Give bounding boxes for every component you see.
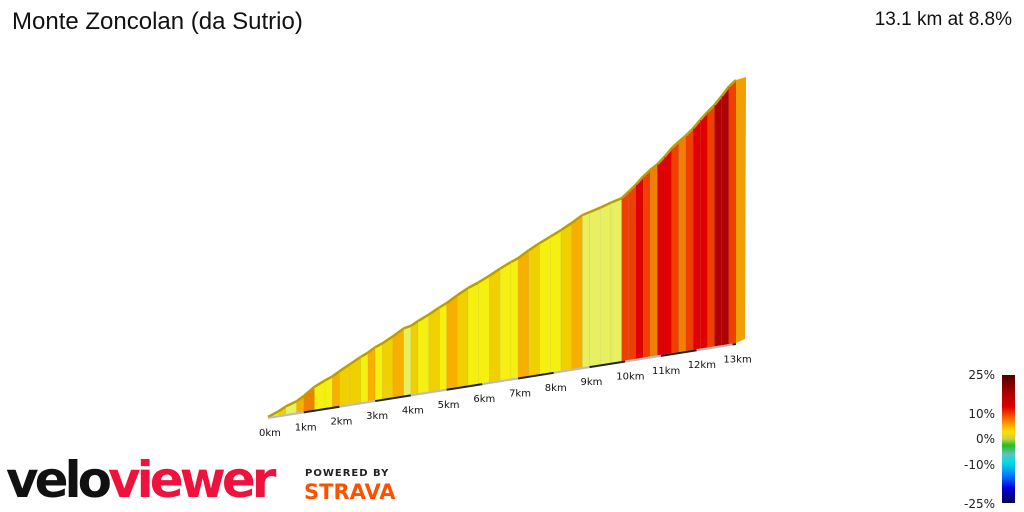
gradient-segment [657, 156, 665, 356]
tick-label: 4km [402, 405, 424, 416]
gradient-segment [382, 335, 394, 400]
gradient-segment [621, 190, 630, 362]
gradient-segment [582, 211, 590, 368]
gradient-segment [599, 202, 612, 365]
gradient-segment [721, 85, 730, 346]
tick-label: 9km [581, 377, 603, 388]
gradient-segment [685, 127, 694, 352]
gradient-segment [714, 95, 722, 347]
gradient-segment [467, 281, 480, 386]
tick-label: 3km [366, 411, 388, 422]
gradient-segment [528, 242, 540, 377]
powered-by-label: POWERED BY [305, 468, 390, 479]
gradient-segment [678, 134, 687, 353]
gradient-segment [367, 346, 376, 402]
legend-label-10: 10% [968, 407, 995, 421]
gradient-segment [428, 306, 440, 392]
tick-label: 10km [616, 372, 644, 383]
gradient-stripes [267, 77, 746, 419]
gradient-segment [410, 320, 419, 395]
tick-label: 1km [295, 422, 317, 433]
tick-label: 13km [723, 355, 751, 366]
gradient-segment [628, 183, 637, 361]
gradient-segment [549, 229, 562, 373]
climb-summary: 13.1 km at 8.8% [874, 9, 1012, 30]
tick-label: 5km [438, 400, 460, 411]
gradient-segment [392, 327, 405, 398]
gradient-segment [417, 314, 430, 394]
gradient-segment [560, 222, 572, 371]
gradient-segment [489, 268, 501, 383]
gradient-segment [671, 141, 680, 354]
gradient-segment [642, 169, 651, 358]
gradient-segment [539, 236, 551, 375]
tick-label: 2km [330, 417, 352, 428]
gradient-segment [374, 342, 383, 401]
gradient-segment [324, 376, 333, 409]
gradient-segment [403, 325, 412, 396]
gradient-segment [664, 147, 672, 355]
tick-label: 11km [652, 366, 680, 377]
page-title: Monte Zoncolan (da Sutrio) [12, 8, 303, 35]
legend-label-max: 25% [968, 368, 995, 382]
gradient-segment [478, 275, 490, 384]
logo-velo: velo [6, 451, 112, 509]
tick-label: 6km [473, 394, 495, 405]
gradient-segment [439, 302, 447, 391]
tick-label: 7km [509, 388, 531, 399]
gradient-segment [610, 197, 622, 364]
gradient-segment [457, 287, 469, 388]
legend-label-0: 0% [975, 432, 995, 446]
gradient-segment [589, 207, 601, 367]
gradient-segment [446, 294, 458, 390]
gradient-segment [700, 111, 708, 349]
gradient-segment [692, 119, 701, 351]
gradient-segment [650, 163, 658, 357]
gradient-segment [635, 175, 644, 360]
gradient-segment [728, 79, 737, 345]
gradient-segment [360, 352, 369, 403]
distance-tick-labels: 0km 1km 2km 3km 4km 5km 6km 7km 8km 9km 10km 11km 12… [259, 355, 752, 439]
tick-label: 8km [545, 383, 567, 394]
distance-axis [267, 343, 737, 419]
legend-label-min: -25% [963, 497, 995, 511]
tick-label: 12km [688, 360, 716, 371]
gradient-segment [517, 249, 530, 378]
gradient-segment [510, 257, 519, 379]
gradient-segment [571, 214, 583, 370]
legend-label-neg10: -10% [963, 458, 995, 472]
logo-viewer: viewer [108, 451, 276, 509]
gradient-segment [499, 261, 512, 381]
veloviewer-logo[interactable]: veloviewer [6, 451, 276, 509]
tick-label: 0km [259, 428, 281, 439]
gradient-color-scale [1002, 375, 1015, 503]
strava-logo[interactable]: STRAVA [304, 480, 396, 504]
gradient-segment [707, 104, 715, 348]
